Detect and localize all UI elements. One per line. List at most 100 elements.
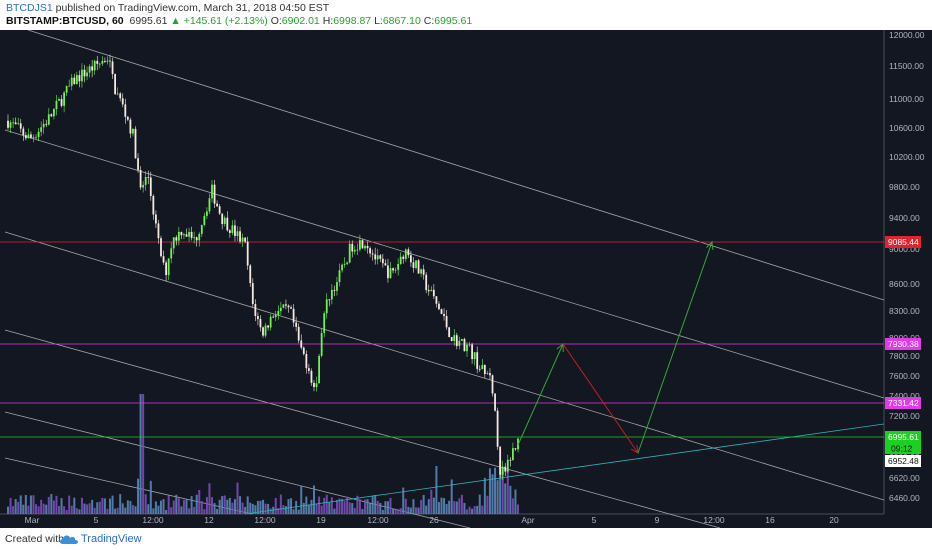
candle-body <box>60 99 63 106</box>
candle-body <box>450 337 453 342</box>
candle-body <box>407 249 410 256</box>
candle-body <box>17 123 20 125</box>
volume-bar <box>182 499 185 514</box>
volume-bar <box>361 509 364 514</box>
candle-body <box>476 352 479 369</box>
x-tick-label: 12:00 <box>703 515 725 525</box>
volume-bar <box>318 496 321 514</box>
volume-bar <box>453 501 456 514</box>
volume-bar <box>116 507 119 514</box>
candle-body <box>422 269 425 275</box>
candle-body <box>75 75 78 85</box>
candle-body <box>239 231 241 242</box>
x-tick-label: Apr <box>521 515 534 525</box>
volume-bar <box>325 494 328 514</box>
level-price-badge <box>885 397 921 409</box>
volume-bar <box>483 477 486 514</box>
symbol-label[interactable]: BITSTAMP:BTCUSD, 60 <box>6 15 124 27</box>
candle-body <box>7 120 9 128</box>
x-tick-label: 5 <box>94 515 99 525</box>
candle-body <box>185 234 188 237</box>
volume-bar <box>246 496 249 514</box>
candle-body <box>55 100 58 110</box>
x-tick-label: 12 <box>204 515 214 525</box>
volume-bar <box>491 474 494 514</box>
candle-body <box>19 123 22 129</box>
arrow-head <box>705 240 714 251</box>
volume-bar <box>162 499 165 514</box>
volume-bar <box>111 495 114 514</box>
volume-bar <box>175 494 178 514</box>
volume-bar <box>211 497 213 514</box>
volume-bar <box>109 498 111 514</box>
candle-body <box>68 85 71 87</box>
volume-bar <box>394 509 397 514</box>
candle-body <box>213 184 216 204</box>
candle-body <box>376 255 379 260</box>
x-tick-label: 12:00 <box>254 515 276 525</box>
volume-bar <box>9 497 12 514</box>
candle-body <box>211 184 213 199</box>
y-tick-label: 11000.00 <box>889 94 924 104</box>
volume-bar <box>96 502 99 514</box>
candle-body <box>180 231 183 236</box>
candle-body <box>142 184 145 188</box>
candle-body <box>206 211 208 216</box>
candle-body <box>119 93 122 99</box>
volume-bar <box>279 494 282 514</box>
volume-bar <box>68 495 71 514</box>
volume-bar <box>412 499 415 514</box>
candle-body <box>73 77 76 85</box>
candle-body <box>483 365 486 375</box>
tradingview-brand[interactable]: TradingView <box>81 533 142 545</box>
candle-body <box>297 326 300 341</box>
candle-body <box>374 254 377 260</box>
volume-bar <box>88 503 91 514</box>
volume-bar <box>333 508 336 514</box>
candle-body <box>432 289 435 297</box>
candle-body <box>78 75 81 82</box>
countdown-badge <box>885 443 921 454</box>
ohlc-line: BITSTAMP:BTCUSD, 60 6995.61 ▲ +145.61 (+… <box>6 15 472 27</box>
candle-body <box>198 233 201 241</box>
level-price-badge <box>885 338 921 350</box>
volume-bar <box>417 507 420 514</box>
candle-body <box>499 446 502 475</box>
volume-bar <box>264 503 267 514</box>
candle-body <box>50 114 53 117</box>
volume-bar <box>443 498 446 514</box>
tradingview-cloud-icon[interactable] <box>58 531 80 547</box>
candle-body <box>468 344 471 346</box>
volume-bar <box>137 478 140 514</box>
y-tick-label: 6460.00 <box>889 493 920 503</box>
volume-bar <box>154 501 157 514</box>
candle-body <box>193 237 196 239</box>
candle-body <box>24 135 27 139</box>
author-link[interactable]: BTCDJS1 <box>6 2 53 14</box>
volume-bar <box>208 483 211 514</box>
candle-body <box>512 448 514 461</box>
volume-bar <box>517 504 519 514</box>
candle-body <box>65 86 68 93</box>
candle-body <box>216 203 218 207</box>
volume-bar <box>73 497 76 514</box>
volume-bar <box>139 394 142 514</box>
volume-bar <box>369 503 372 514</box>
candle-body <box>305 353 308 369</box>
volume-bar <box>455 501 458 514</box>
volume-bar <box>78 509 81 514</box>
candle-body <box>144 177 147 185</box>
candle-body <box>320 333 323 356</box>
candle-body <box>478 368 481 370</box>
volume-bar <box>468 506 471 514</box>
volume-bar <box>60 498 63 514</box>
candle-body <box>63 92 65 106</box>
volume-bar <box>353 507 356 514</box>
volume-bar <box>65 509 68 514</box>
volume-bar <box>52 500 55 514</box>
volume-bar <box>7 506 9 514</box>
candle-body <box>157 223 160 239</box>
candle-body <box>226 217 229 231</box>
candle-body <box>384 263 387 266</box>
